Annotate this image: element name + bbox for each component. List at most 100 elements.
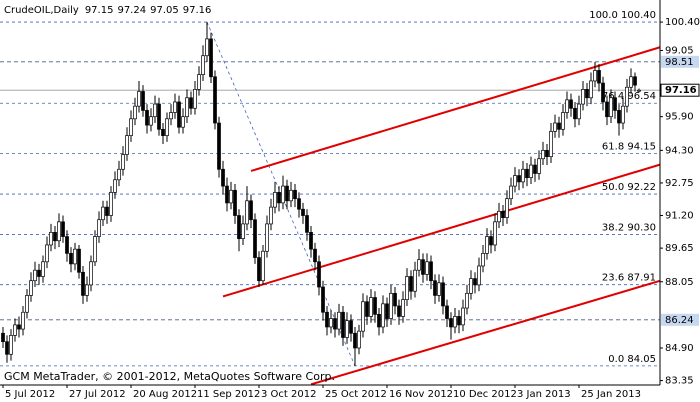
candle-body	[333, 318, 337, 330]
candle-body	[621, 105, 625, 124]
candle-body	[5, 341, 9, 355]
candle-body	[201, 55, 205, 75]
candle-body	[509, 185, 513, 200]
candle-body	[609, 97, 613, 118]
candle-body	[105, 206, 109, 216]
candle-body	[553, 122, 557, 132]
y-tick-label: 89.65	[665, 243, 694, 254]
candle-body	[613, 97, 617, 111]
candle-body	[193, 89, 197, 109]
candle-body	[173, 101, 177, 113]
candle-body	[157, 103, 161, 130]
candle-body	[573, 107, 577, 120]
candle-body	[433, 280, 437, 296]
candle-body	[9, 335, 13, 355]
price-box	[661, 55, 699, 68]
candle-body	[1, 332, 5, 343]
candle-body	[33, 269, 37, 282]
candle-body	[229, 189, 233, 204]
fib-label: 50.0 92.22	[602, 182, 656, 193]
candle-body	[617, 110, 621, 124]
candle-body	[53, 231, 57, 242]
candle-body	[281, 185, 285, 204]
y-tick-label: 84.90	[665, 343, 694, 354]
y-tick-label: 100.40	[665, 17, 700, 28]
candle-body	[585, 89, 589, 99]
candle-body	[357, 330, 361, 349]
candle-body	[389, 292, 393, 319]
candle-body	[461, 307, 465, 326]
x-tick-label: 25 Jan 2013	[581, 389, 641, 400]
candle-body	[45, 244, 49, 263]
candle-body	[25, 295, 29, 313]
candle-body	[397, 305, 401, 317]
candle-body	[321, 286, 325, 313]
candle-body	[69, 253, 73, 265]
candle-body	[81, 271, 85, 296]
candle-body	[345, 320, 349, 338]
candle-body	[405, 276, 409, 300]
candle-body	[125, 135, 129, 155]
candle-body	[277, 192, 281, 204]
candle-body	[381, 303, 385, 328]
x-tick-label: 3 Oct 2012	[261, 389, 316, 400]
header-low: 97.05	[150, 5, 179, 16]
candle-body	[337, 311, 341, 330]
candle-body	[61, 221, 65, 237]
candle-body	[245, 200, 249, 225]
candle-body	[57, 221, 61, 242]
current-price-box	[660, 83, 700, 97]
candle-body	[213, 76, 217, 124]
candle-body	[325, 311, 329, 328]
fib-label: 0.0 84.05	[608, 354, 656, 365]
candle-body	[225, 185, 229, 204]
candle-body	[153, 103, 157, 118]
candle-body	[265, 223, 269, 252]
candle-body	[593, 70, 597, 82]
candle-body	[273, 192, 277, 208]
candle-body	[549, 131, 553, 157]
fib-label: 100.0 100.40	[589, 10, 656, 21]
y-tick-label: 92.75	[665, 178, 694, 189]
candle-body	[353, 332, 357, 349]
candle-body	[257, 257, 261, 282]
x-tick-label: 25 Oct 2012	[325, 389, 387, 400]
x-tick-label: 5 Jul 2012	[5, 389, 55, 400]
current-price-label: 97.16	[665, 85, 697, 96]
candle-body	[633, 76, 637, 86]
candle-body	[189, 97, 193, 109]
candle-body	[93, 236, 97, 263]
candle-body	[605, 101, 609, 118]
candle-body	[537, 158, 541, 174]
candle-body	[377, 314, 381, 328]
candle-body	[561, 112, 565, 130]
candle-body	[17, 324, 21, 330]
y-tick-label: 99.05	[665, 45, 694, 56]
candle-body	[385, 303, 389, 319]
price-box	[661, 313, 699, 326]
candle-body	[73, 248, 77, 265]
candle-body	[393, 292, 397, 307]
candle-body	[269, 206, 273, 225]
candle-body	[217, 122, 221, 170]
candle-body	[169, 112, 173, 120]
candle-body	[129, 118, 133, 136]
candle-body	[437, 282, 441, 296]
candle-body	[629, 76, 633, 88]
candle-body	[517, 175, 521, 183]
candle-body	[557, 122, 561, 130]
candle-body	[373, 297, 377, 315]
chart-title: CrudeOIL,Daily	[4, 5, 79, 16]
candle-body	[425, 261, 429, 275]
candle-body	[237, 215, 241, 240]
candle-body	[261, 250, 265, 282]
candle-body	[349, 320, 353, 334]
candle-body	[589, 80, 593, 99]
fib-base	[206, 21, 356, 367]
candle-body	[293, 189, 297, 200]
candle-body	[465, 292, 469, 309]
x-tick-label: 27 Jul 2012	[69, 389, 126, 400]
chart-header: CrudeOIL,Daily 97.15 97.24 97.05 97.16	[4, 5, 211, 16]
